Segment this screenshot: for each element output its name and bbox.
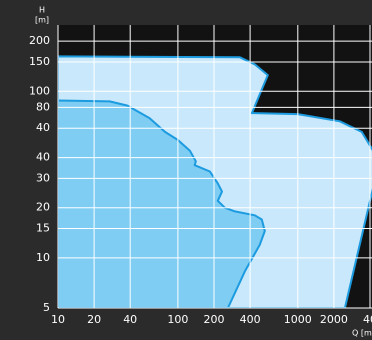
y-tick-label: 10 [36,251,50,264]
x-tick-label: 40 [363,313,372,326]
x-tick-label: 400 [240,313,261,326]
y-tick-label: 200 [29,34,50,47]
y-tick-label: 20 [36,201,50,214]
y-axis-unit: [m] [35,16,49,25]
y-tick-label: 80 [36,100,50,113]
x-tick-label: 1000 [284,313,312,326]
y-tick-label: 100 [29,84,50,97]
x-tick-label: 40 [123,313,137,326]
area [58,99,266,308]
y-tick-label: 40 [36,151,50,164]
y-axis-label: H [39,6,45,15]
y-tick-label: 30 [36,171,50,184]
y-tick-label: 150 [29,55,50,68]
x-tick-label: 20 [87,313,101,326]
y-tick-label: 40 [36,121,50,134]
x-tick-label: 10 [51,313,65,326]
y-tick-label: 15 [36,222,50,235]
x-axis-label: Q [m [352,329,372,338]
x-tick-label: 200 [204,313,225,326]
y-tick-label: 5 [43,301,50,314]
x-tick-label: 100 [167,313,188,326]
x-tick-label: 2000 [320,313,348,326]
